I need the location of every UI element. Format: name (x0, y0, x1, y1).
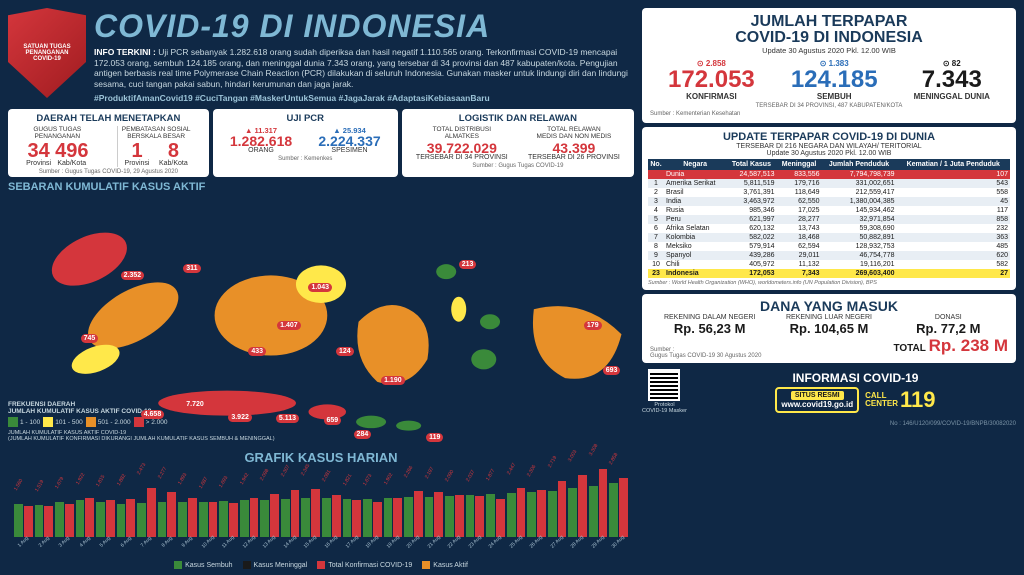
header: SATUAN TUGAS PENANGANAN COVID-19 COVID-1… (8, 8, 634, 103)
world-table-card: UPDATE TERPAPAR COVID-19 DI DUNIA TERSEB… (642, 127, 1016, 290)
logistik-box: LOGISTIK DAN RELAWAN TOTAL DISTRIBUSI AL… (402, 109, 634, 177)
hashtags: #ProduktifAmanCovid19 #CuciTangan #Maske… (94, 93, 634, 103)
uji-pcr-box: UJI PCR ▲ 11.317 1.282.618 ORANG ▲ 25.93… (213, 109, 398, 177)
bnpb-logo: SATUAN TUGAS PENANGANAN COVID-19 (8, 8, 86, 98)
document-id: No : 146/U120/099/COVID-19/BNPB/30082020 (642, 421, 1016, 427)
world-table: No.NegaraTotal KasusMeninggalJumlah Pend… (648, 159, 1010, 278)
situs-resmi-link[interactable]: SITUS RESMI www.covid19.go.id (775, 387, 859, 413)
qr-code-icon (648, 369, 680, 401)
info-terkini: INFO TERKINI : Uji PCR sebanyak 1.282.61… (94, 47, 634, 90)
main-title: COVID-19 DI INDONESIA (94, 8, 634, 45)
map-legend: FREKUENSI DAERAH JUMLAH KUMULATIF KASUS … (8, 401, 275, 442)
stats-row: DAERAH TELAH MENETAPKAN GUGUS TUGAS PENA… (8, 109, 634, 177)
jumlah-terpapar-card: JUMLAH TERPAPAR COVID-19 DI INDONESIA Up… (642, 8, 1016, 123)
daily-chart: GRAFIK KASUS HARIAN 1.5601.5191.6791.922… (8, 448, 634, 569)
info-covid-card: Protokol COVID-19 Masker INFORMASI COVID… (642, 367, 1016, 416)
call-center[interactable]: CALL CENTER 119 (865, 387, 935, 413)
dana-card: DANA YANG MASUK REKENING DALAM NEGERIRp.… (642, 294, 1016, 363)
map-section: SEBARAN KUMULATIF KASUS AKTIF (8, 181, 634, 449)
daerah-box: DAERAH TELAH MENETAPKAN GUGUS TUGAS PENA… (8, 109, 209, 177)
